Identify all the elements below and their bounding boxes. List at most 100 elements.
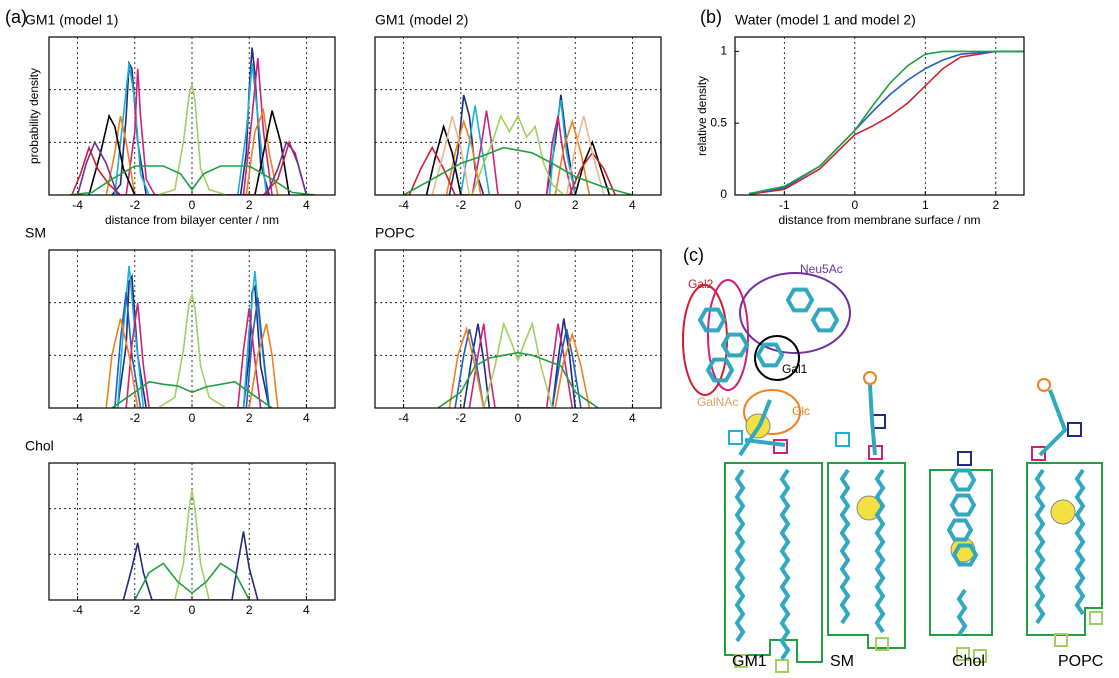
series-line	[111, 380, 273, 408]
x-tick-label: 4	[303, 198, 310, 212]
plot-frame	[48, 249, 336, 409]
x-tick-label: 0	[189, 198, 196, 212]
x-tick-label: 1	[922, 198, 929, 212]
series-line	[105, 107, 279, 195]
atom-box	[773, 439, 788, 454]
atom-box	[728, 430, 743, 445]
molecule-stick	[956, 588, 968, 637]
x-tick-label: -2	[129, 198, 140, 212]
chart: Chol -4 -2 0 2 4	[25, 438, 336, 617]
group-label: Glc	[792, 404, 810, 418]
molecule-ring	[946, 518, 974, 542]
molecule-stick	[1034, 468, 1046, 625]
atom-box	[973, 649, 987, 663]
molecule-label: SM	[830, 653, 854, 670]
group-label: GalNAc	[697, 395, 738, 409]
y-tick-label: 1	[720, 44, 727, 58]
molecule-stick	[1074, 468, 1086, 616]
x-tick-label: 4	[303, 603, 310, 617]
series-line	[122, 531, 259, 600]
x-tick-label: 0	[851, 198, 858, 212]
atom-box	[875, 637, 889, 651]
series-line	[116, 273, 270, 408]
x-tick-label: 0	[189, 411, 196, 425]
x-tick-label: 2	[992, 198, 999, 212]
chart-title: SM	[25, 225, 46, 241]
atom-box	[956, 647, 970, 661]
x-tick-label: -4	[72, 411, 83, 425]
series-line	[134, 562, 250, 600]
series-line	[114, 63, 268, 195]
x-tick-label: 0	[189, 603, 196, 617]
group-label: Gal2	[688, 277, 714, 291]
x-tick-label: -2	[129, 411, 140, 425]
series-line	[748, 50, 1024, 195]
atom-box	[957, 451, 972, 466]
chart: POPC -4 -2 0 2 4	[374, 225, 662, 425]
molecule-ring	[951, 543, 979, 567]
panel-label: (c)	[683, 245, 704, 265]
panel-label: (b)	[700, 7, 722, 27]
series-line	[157, 84, 227, 195]
molecule-stick	[868, 384, 877, 456]
group-outline	[739, 272, 851, 354]
series-line	[748, 50, 1024, 195]
plot-frame	[48, 462, 336, 601]
plot-frame	[374, 249, 662, 409]
molecule-ring	[949, 468, 977, 492]
series-line	[471, 113, 565, 195]
y-axis-label: relative density	[695, 76, 709, 156]
series-line	[448, 326, 591, 408]
x-tick-label: 2	[572, 411, 579, 425]
series-line	[482, 320, 554, 408]
plot-frame	[48, 36, 336, 196]
atom-box	[863, 371, 877, 385]
atom-box	[1037, 378, 1051, 392]
x-tick-label: 2	[246, 198, 253, 212]
chart-title: POPC	[375, 225, 415, 241]
series-line	[445, 118, 591, 195]
plot-frame	[374, 36, 662, 196]
atom-box	[1089, 611, 1103, 625]
y-axis-label: probability density	[27, 68, 41, 164]
group-label: Gal1	[782, 362, 808, 376]
chart: GM1 (model 1) -4 -2 0 2 4 distance from bilaye…	[25, 12, 336, 227]
molecule-ring	[949, 493, 977, 517]
x-tick-label: 0	[515, 411, 522, 425]
series-line	[431, 115, 605, 195]
series-line	[88, 110, 290, 195]
molecule-stick	[779, 468, 791, 661]
x-axis-label: distance from membrane surface / nm	[778, 213, 980, 227]
molecule-label: GM1	[732, 653, 767, 670]
chart-title: GM1 (model 2)	[375, 12, 468, 28]
molecule-stick	[738, 399, 772, 457]
chart-title: Chol	[25, 438, 54, 454]
x-tick-label: 2	[246, 411, 253, 425]
sugar-ring	[755, 342, 785, 368]
series-line	[437, 351, 599, 408]
y-tick-label: 0	[720, 187, 727, 201]
y-tick-label: 0.5	[710, 115, 727, 129]
x-tick-label: -2	[129, 603, 140, 617]
x-tick-label: -4	[72, 198, 83, 212]
series-line	[425, 123, 611, 195]
chart: GM1 (model 2) -4 -2 0 2 4	[374, 12, 662, 212]
x-tick-label: -1	[779, 198, 790, 212]
core-box	[929, 469, 993, 636]
x-axis-label: distance from bilayer center / nm	[105, 213, 279, 227]
com-marker	[1050, 499, 1076, 525]
core-box	[1026, 462, 1103, 636]
series-line	[748, 50, 1024, 195]
x-tick-label: 4	[629, 411, 636, 425]
series-line	[114, 292, 270, 408]
x-tick-label: 2	[572, 198, 579, 212]
series-line	[408, 145, 616, 195]
series-line	[471, 110, 574, 195]
chart: SM -4 -2 0 2 4	[25, 225, 336, 425]
atom-box	[1054, 633, 1068, 647]
x-tick-label: 4	[303, 411, 310, 425]
x-tick-label: -4	[72, 603, 83, 617]
chart: Water (model 1 and model 2)-1 0 1 200.51dis…	[695, 12, 1025, 227]
